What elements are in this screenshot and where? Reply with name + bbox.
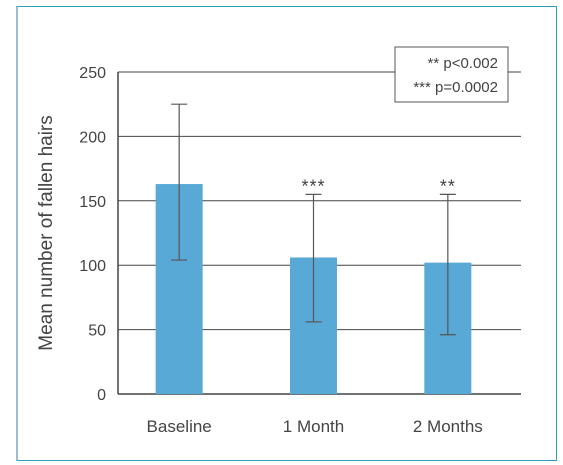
significance-marker: *** xyxy=(301,176,325,196)
y-tick-label: 50 xyxy=(88,323,106,340)
category-label: Baseline xyxy=(147,417,212,436)
category-label: 2 Months xyxy=(413,417,483,436)
y-tick-label: 0 xyxy=(97,387,106,404)
category-labels: Baseline 1 Month 2 Months xyxy=(147,417,483,436)
y-tick-labels: 0 50 100 150 200 250 xyxy=(79,65,106,404)
category-label: 1 Month xyxy=(283,417,344,436)
error-bars xyxy=(171,103,456,336)
y-tick-label: 250 xyxy=(79,65,106,82)
y-tick-label: 200 xyxy=(79,129,106,146)
legend: ** p<0.002 *** p=0.0002 xyxy=(394,46,509,103)
y-tick-label: 100 xyxy=(79,258,106,275)
y-axis-label: Mean number of fallen hairs xyxy=(36,115,57,351)
legend-line-1: ** p<0.002 xyxy=(428,55,498,72)
legend-line-2: *** p=0.0002 xyxy=(413,79,498,96)
significance-marker: ** xyxy=(440,176,456,196)
legend-box xyxy=(394,46,509,103)
significance-markers: *** ** xyxy=(301,176,456,196)
y-tick-label: 150 xyxy=(79,194,106,211)
